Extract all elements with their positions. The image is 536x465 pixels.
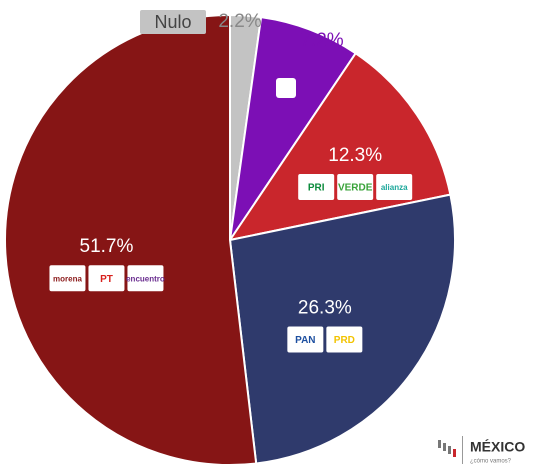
logo-text: PRD [334,335,355,346]
logo [276,78,296,98]
category-badge [140,10,206,34]
logo-text: PAN [295,335,315,346]
value-label: 26.3% [298,298,352,319]
logo [287,326,324,353]
logo [326,326,363,353]
logo-text: PT [100,274,113,285]
category-label: Nulo [154,12,191,32]
value-label: 7.2% [300,30,343,51]
pie-slice [4,13,258,465]
logo [49,265,86,292]
logo [337,174,374,201]
watermark-subtitle: ¿cómo vamos? [470,459,512,465]
value-label: 2.2% [218,11,261,32]
labels: 2.2% Nulo 7.2% 12.3% PRI VERDE alianza 26.3% PAN… [49,10,413,353]
logo [88,265,125,292]
value-label: 51.7% [80,236,134,257]
logo-text: alianza [381,183,408,192]
value-label: 12.3% [328,145,382,166]
watermark-icon [438,436,463,464]
pie-slice [229,16,358,241]
logo-text: morena [53,274,82,283]
logo-text: encuentro [126,274,165,283]
pie [4,13,456,465]
logo [127,265,164,292]
watermark-title: MÉXICO [470,439,525,455]
logo [298,174,335,201]
logo-text: VERDE [338,183,373,194]
logo [376,174,413,201]
logo-text: PRI [308,183,325,194]
